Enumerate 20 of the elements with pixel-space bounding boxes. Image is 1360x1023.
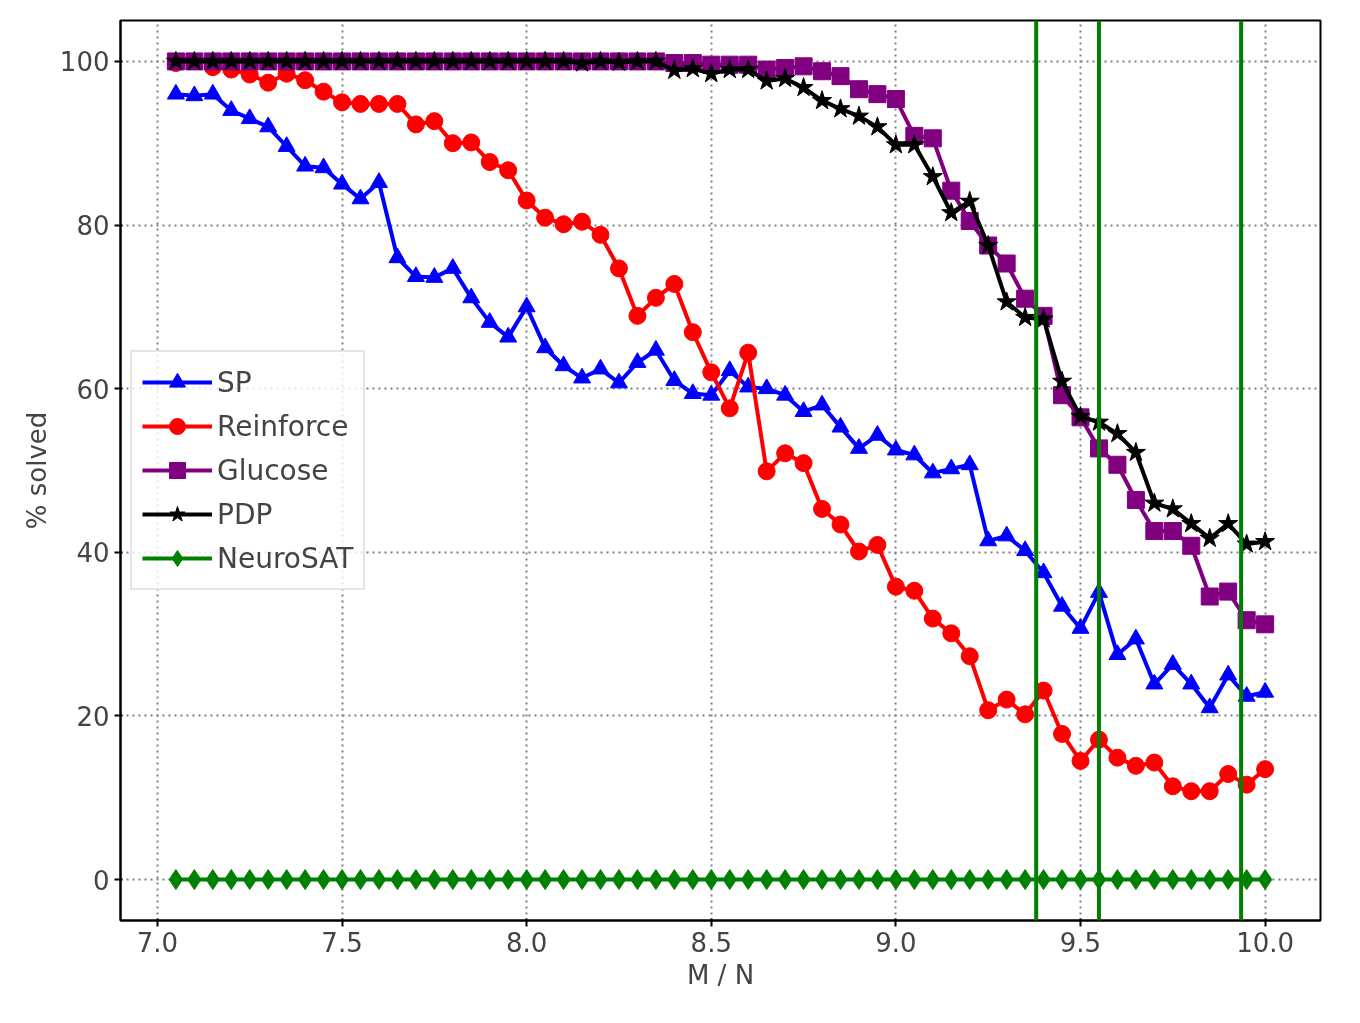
y-tick-label: 80 <box>76 211 110 242</box>
x-tick-label: 7.0 <box>136 927 179 958</box>
x-tick-label: 7.5 <box>321 927 363 958</box>
legend-label: SP <box>217 365 252 399</box>
x-axis-title: M / N <box>686 959 755 990</box>
x-tick-label: 10.0 <box>1236 927 1295 958</box>
x-tick-label: 8.5 <box>690 927 732 958</box>
y-axis-title: % solved <box>21 411 52 530</box>
y-tick-label: 20 <box>76 701 110 732</box>
y-tick-label: 60 <box>76 374 110 405</box>
legend-label: NeuroSAT <box>217 541 354 575</box>
y-tick-label: 100 <box>59 47 110 78</box>
legend-label: Glucose <box>217 453 329 487</box>
y-tick-label: 0 <box>92 865 110 896</box>
x-tick-label: 8.0 <box>505 927 548 958</box>
legend-label: PDP <box>217 497 273 531</box>
legend-label: Reinforce <box>217 409 349 443</box>
y-tick-label: 40 <box>76 538 110 569</box>
x-tick-label: 9.0 <box>875 927 917 958</box>
x-tick-label: 9.5 <box>1059 927 1102 958</box>
